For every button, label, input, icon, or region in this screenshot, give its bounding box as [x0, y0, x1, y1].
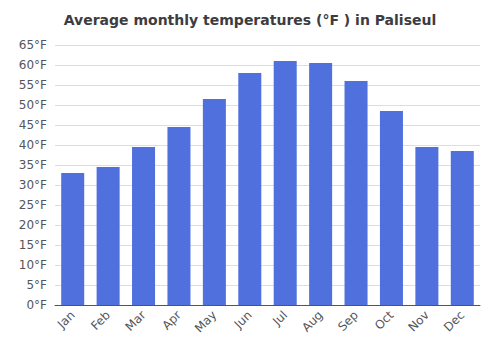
svg-text:50°F: 50°F: [19, 98, 47, 112]
svg-text:Apr: Apr: [159, 308, 184, 333]
svg-text:25°F: 25°F: [19, 198, 47, 212]
svg-text:Jan: Jan: [54, 308, 78, 332]
svg-text:20°F: 20°F: [19, 218, 47, 232]
svg-text:Aug: Aug: [299, 308, 325, 334]
svg-text:Average monthly temperatures (: Average monthly temperatures (°F ) in Pa…: [64, 12, 437, 28]
svg-text:65°F: 65°F: [19, 38, 47, 52]
svg-text:55°F: 55°F: [19, 78, 47, 92]
svg-text:15°F: 15°F: [19, 238, 47, 252]
svg-text:Oct: Oct: [372, 308, 397, 333]
svg-text:0°F: 0°F: [26, 298, 47, 312]
svg-text:Feb: Feb: [88, 308, 113, 333]
svg-text:Jun: Jun: [231, 308, 255, 332]
svg-text:May: May: [192, 308, 219, 335]
svg-text:35°F: 35°F: [19, 158, 47, 172]
svg-text:60°F: 60°F: [19, 58, 47, 72]
svg-text:Dec: Dec: [441, 308, 467, 334]
svg-text:Sep: Sep: [335, 308, 361, 334]
svg-text:10°F: 10°F: [19, 258, 47, 272]
svg-text:Jul: Jul: [269, 308, 290, 329]
svg-text:40°F: 40°F: [19, 138, 47, 152]
svg-text:45°F: 45°F: [19, 118, 47, 132]
svg-text:Nov: Nov: [405, 308, 431, 334]
svg-text:5°F: 5°F: [26, 278, 47, 292]
svg-text:Mar: Mar: [123, 308, 149, 334]
svg-text:30°F: 30°F: [19, 178, 47, 192]
